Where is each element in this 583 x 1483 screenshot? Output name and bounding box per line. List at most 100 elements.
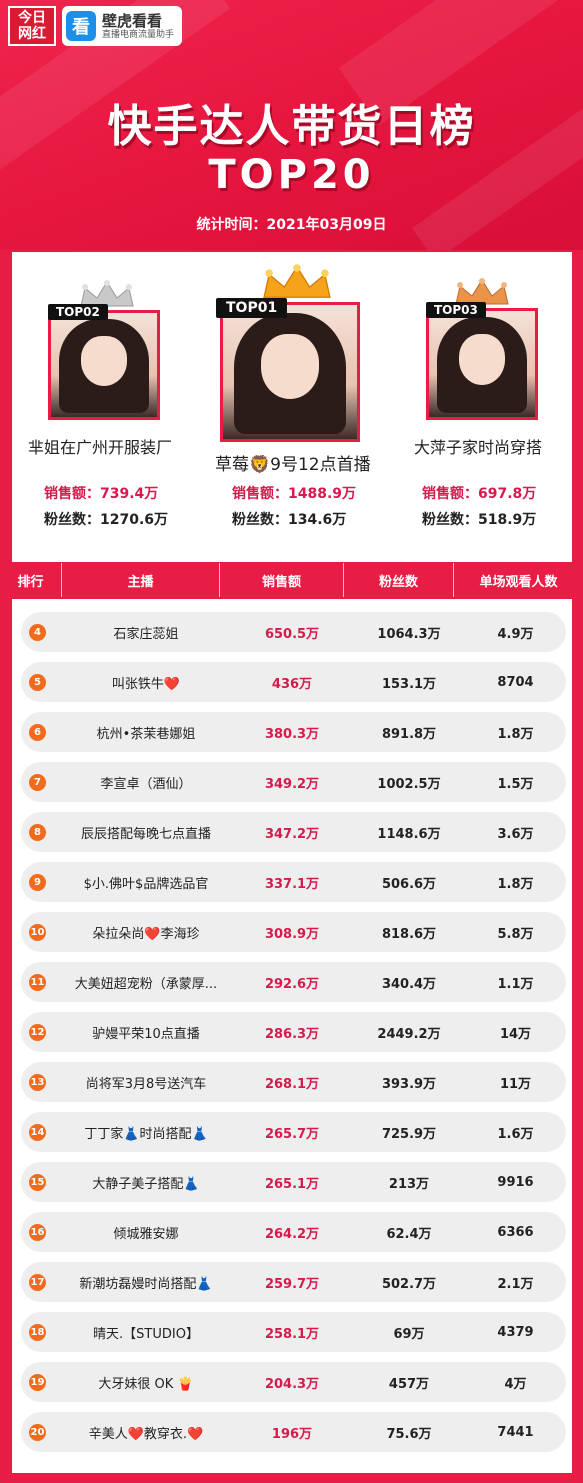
- rank-badge: 14: [29, 1124, 46, 1141]
- views-value: 1.8万: [497, 876, 534, 892]
- crown-bronze-icon: [455, 278, 509, 305]
- sales-value: 292.6万: [264, 976, 320, 992]
- table-row[interactable]: 19 大牙妹很 OK 🍟 204.3万 457万 4万: [21, 1362, 566, 1402]
- sales-value: 347.2万: [264, 826, 320, 842]
- table-row[interactable]: 16 倾城雅安娜 264.2万 62.4万 6366: [21, 1212, 566, 1252]
- rank-badge: 13: [29, 1074, 46, 1091]
- table-row[interactable]: 8 辰辰搭配每晚七点直播 347.2万 1148.6万 3.6万: [21, 812, 566, 852]
- sales-value: 268.1万: [264, 1076, 320, 1092]
- table-row[interactable]: 12 驴嫚平荣10点直播 286.3万 2449.2万 14万: [21, 1012, 566, 1052]
- avatar-top3: [426, 308, 538, 420]
- views-value: 7441: [497, 1424, 534, 1440]
- rank-badge: 20: [29, 1424, 46, 1441]
- page-title: 快手达人带货日榜: [107, 101, 476, 152]
- sales-value: 204.3万: [264, 1376, 320, 1392]
- ranking-list: 4 石家庄蕊姐 650.5万 1064.3万 4.9万 5 叫张铁牛❤️ 436万 153.1万…: [12, 599, 572, 1473]
- views-value: 3.6万: [497, 826, 534, 842]
- fans-value: 75.6万: [386, 1426, 432, 1442]
- table-row[interactable]: 6 杭州•茶茉巷娜姐 380.3万 891.8万 1.8万: [21, 712, 566, 752]
- sales-value: 259.7万: [264, 1276, 320, 1292]
- top3-card-1[interactable]: TOP01 草莓🦁9号12点首播 销售额：1488.9万 粉丝数：134.6万: [202, 252, 392, 562]
- stat-date: 统计时间：2021年03月09日: [196, 217, 387, 233]
- fans-value: 891.8万: [381, 726, 437, 742]
- header-fans: 粉丝数: [344, 563, 454, 597]
- rank-badge: 12: [29, 1024, 46, 1041]
- crown-silver-icon: [80, 280, 134, 307]
- top3-name: 大萍子家时尚穿搭: [414, 438, 543, 457]
- sales-value: 265.7万: [264, 1126, 320, 1142]
- top3-card-2[interactable]: TOP02 芈姐在广州开服装厂 销售额：739.4万 粉丝数：1270.6万: [12, 252, 202, 562]
- anchor-name: 大静子美子搭配👗: [92, 1176, 200, 1192]
- table-row[interactable]: 18 晴天.【STUDIO】 258.1万 69万 4379: [21, 1312, 566, 1352]
- table-header: 排行 主播 销售额 粉丝数 单场观看人数: [0, 563, 583, 597]
- views-value: 4万: [504, 1376, 527, 1392]
- views-value: 4379: [497, 1324, 534, 1340]
- fans-value: 1064.3万: [377, 626, 441, 642]
- fans-value: 725.9万: [381, 1126, 437, 1142]
- top1-name: 草莓🦁9号12点首播: [215, 455, 371, 475]
- anchor-name: 朵拉朵尚❤️李海珍: [92, 926, 200, 942]
- sales-value: 380.3万: [264, 726, 320, 742]
- views-value: 5.8万: [497, 926, 534, 942]
- fans-value: 340.4万: [381, 976, 437, 992]
- anchor-name: 大美妞超宠粉（承蒙厚...: [74, 976, 218, 992]
- bihu-kankan-logo: 看 壁虎看看 直播电商流量助手: [62, 6, 183, 46]
- rank-badge: 18: [29, 1324, 46, 1341]
- rank-badge: 15: [29, 1174, 46, 1191]
- anchor-name: 辰辰搭配每晚七点直播: [80, 826, 211, 842]
- rank-badge: 9: [29, 874, 46, 891]
- rank-badge: 7: [29, 774, 46, 791]
- table-row[interactable]: 17 新潮坊磊嫚时尚搭配👗 259.7万 502.7万 2.1万: [21, 1262, 566, 1302]
- header-sales: 销售额: [220, 563, 344, 597]
- rank-badge: 5: [29, 674, 46, 691]
- table-row[interactable]: 4 石家庄蕊姐 650.5万 1064.3万 4.9万: [21, 612, 566, 652]
- anchor-name: 叫张铁牛❤️: [111, 676, 181, 692]
- rank-badge: 8: [29, 824, 46, 841]
- avatar-top2: [48, 310, 160, 420]
- anchor-name: 辛美人❤️教穿衣.❤️: [88, 1426, 204, 1442]
- fans-value: 1002.5万: [377, 776, 441, 792]
- table-row[interactable]: 20 辛美人❤️教穿衣.❤️ 196万 75.6万 7441: [21, 1412, 566, 1452]
- top3-podium: TOP02 芈姐在广州开服装厂 销售额：739.4万 粉丝数：1270.6万 T…: [12, 252, 572, 562]
- sales-value: 349.2万: [264, 776, 320, 792]
- header-anchor: 主播: [62, 563, 220, 597]
- rank-badge: 16: [29, 1224, 46, 1241]
- views-value: 4.9万: [497, 626, 534, 642]
- fans-value: 818.6万: [381, 926, 437, 942]
- table-row[interactable]: 11 大美妞超宠粉（承蒙厚... 292.6万 340.4万 1.1万: [21, 962, 566, 1002]
- views-value: 1.8万: [497, 726, 534, 742]
- header-views: 单场观看人数: [479, 574, 558, 590]
- anchor-name: 李宣卓（酒仙）: [100, 776, 192, 792]
- views-value: 1.6万: [497, 1126, 534, 1142]
- avatar-top1: [220, 302, 360, 442]
- table-row[interactable]: 15 大静子美子搭配👗 265.1万 213万 9916: [21, 1162, 566, 1202]
- anchor-name: 杭州•茶茉巷娜姐: [96, 726, 196, 742]
- sales-value: 337.1万: [264, 876, 320, 892]
- table-row[interactable]: 5 叫张铁牛❤️ 436万 153.1万 8704: [21, 662, 566, 702]
- anchor-name: 石家庄蕊姐: [113, 626, 179, 642]
- table-row[interactable]: 9 $小.佛叶$品牌选品官 337.1万 506.6万 1.8万: [21, 862, 566, 902]
- top1-sales: 销售额：1488.9万: [232, 486, 357, 502]
- top3-card-3[interactable]: TOP03 大萍子家时尚穿搭 销售额：697.8万 粉丝数：518.9万: [392, 252, 572, 562]
- views-value: 6366: [497, 1224, 534, 1240]
- rank-badge: 11: [29, 974, 46, 991]
- table-row[interactable]: 13 尚将军3月8号送汽车 268.1万 393.9万 11万: [21, 1062, 566, 1102]
- top2-sales: 销售额：739.4万: [44, 486, 159, 502]
- fans-value: 393.9万: [381, 1076, 437, 1092]
- top1-badge: TOP01: [216, 298, 288, 318]
- sales-value: 264.2万: [264, 1226, 320, 1242]
- crown-gold-icon: [263, 264, 331, 298]
- fans-value: 1148.6万: [377, 826, 441, 842]
- top2-fans: 粉丝数：1270.6万: [44, 512, 169, 528]
- fans-value: 502.7万: [381, 1276, 437, 1292]
- sales-value: 436万: [271, 676, 313, 692]
- table-row[interactable]: 7 李宣卓（酒仙） 349.2万 1002.5万 1.5万: [21, 762, 566, 802]
- table-row[interactable]: 14 丁丁家👗时尚搭配👗 265.7万 725.9万 1.6万: [21, 1112, 566, 1152]
- bihu-logo-tagline: 直播电商流量助手: [102, 29, 175, 40]
- sales-value: 196万: [271, 1426, 313, 1442]
- sales-value: 308.9万: [264, 926, 320, 942]
- rank-badge: 4: [29, 624, 46, 641]
- views-value: 14万: [499, 1026, 532, 1042]
- fans-value: 153.1万: [381, 676, 437, 692]
- table-row[interactable]: 10 朵拉朵尚❤️李海珍 308.9万 818.6万 5.8万: [21, 912, 566, 952]
